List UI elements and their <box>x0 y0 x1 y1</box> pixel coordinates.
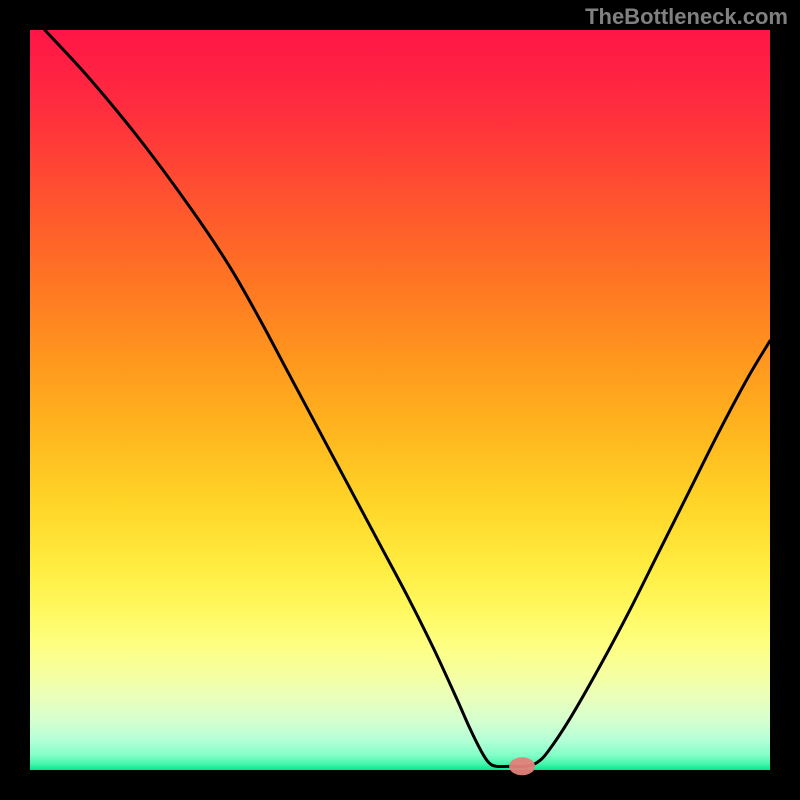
chart-svg <box>0 0 800 800</box>
optimal-point-marker <box>509 757 535 775</box>
watermark-label: TheBottleneck.com <box>585 4 788 30</box>
bottleneck-chart: TheBottleneck.com <box>0 0 800 800</box>
